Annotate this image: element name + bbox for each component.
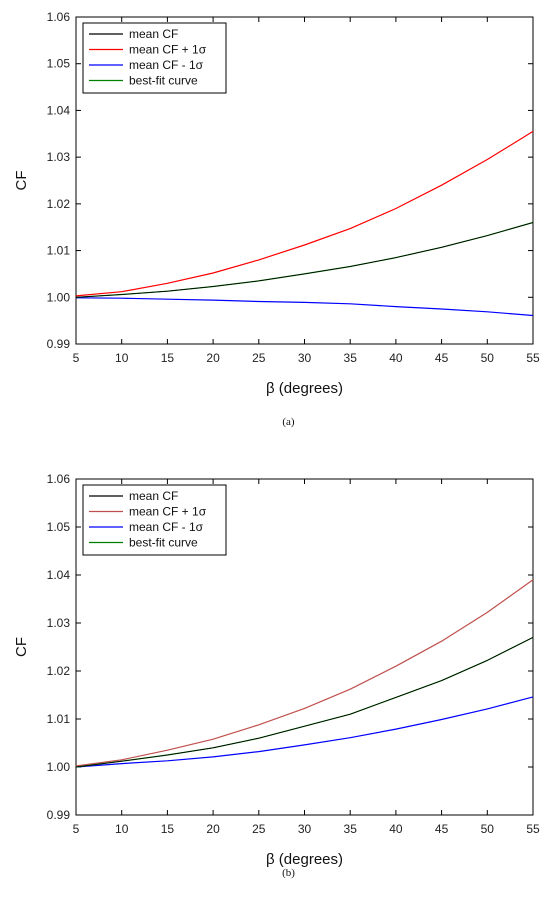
x-tick-label-b: 35 — [344, 822, 358, 836]
x-tick-label-a: 50 — [481, 351, 495, 365]
series-line-b-best-fit-curve — [75, 636, 534, 768]
series-line-b-mean-cf-1- — [75, 696, 534, 768]
series-line-b-mean-cf-1- — [75, 579, 534, 767]
x-tick-label-a: 25 — [252, 351, 266, 365]
y-tick-label-a: 1.04 — [47, 103, 71, 117]
series-line-a-mean-cf-1- — [75, 297, 534, 317]
y-tick-label-b: 0.99 — [47, 808, 71, 822]
x-tick-label-a: 10 — [115, 351, 129, 365]
legend-label-a: best-fit curve — [129, 74, 198, 88]
x-tick-label-b: 50 — [481, 822, 495, 836]
x-tick-label-b: 5 — [73, 822, 80, 836]
x-tick-label-b: 45 — [435, 822, 449, 836]
x-tick-label-b: 10 — [115, 822, 129, 836]
y-tick-label-b: 1.03 — [47, 616, 71, 630]
x-tick-label-b: 30 — [298, 822, 312, 836]
chart-panel-b: 5 10 15 20 25 30 35 40 45 50 55 0.99 1.00 1.01 1.02 1.0… — [0, 462, 550, 897]
y-tick-label-a: 1.03 — [47, 150, 71, 164]
legend-box-a — [82, 22, 227, 94]
chart-a-svg: 5 10 15 20 25 30 35 40 45 50 55 0.99 1.00 1.01 1.02 1.0… — [13, 10, 540, 428]
x-tick-label-a: 45 — [435, 351, 449, 365]
y-tick-label-b: 1.00 — [47, 760, 71, 774]
y-tick-label-b: 1.06 — [47, 472, 71, 486]
figure-caption-b: (b) — [282, 867, 295, 879]
x-tick-label-b: 40 — [389, 822, 403, 836]
y-tick-label-a: 1.02 — [47, 197, 71, 211]
x-tick-label-a: 40 — [389, 351, 403, 365]
y-tick-label-a: 1.01 — [47, 244, 71, 258]
legend-label-b: mean CF - 1σ — [129, 520, 204, 534]
y-tick-label-b: 1.01 — [47, 712, 71, 726]
series-line-a-best-fit-curve — [75, 221, 534, 298]
y-tick-label-b: 1.05 — [47, 520, 71, 534]
y-axis-title-a: CF — [13, 171, 30, 191]
legend-label-a: mean CF - 1σ — [129, 58, 204, 72]
chart-panel-a: 5 10 15 20 25 30 35 40 45 50 55 0.99 1.00 1.01 1.02 1.0… — [0, 0, 550, 440]
y-tick-label-a: 1.00 — [47, 290, 71, 304]
y-tick-label-b: 1.04 — [47, 568, 71, 582]
chart-b-svg: 5 10 15 20 25 30 35 40 45 50 55 0.99 1.00 1.01 1.02 1.0… — [13, 472, 540, 879]
x-tick-label-b: 25 — [252, 822, 266, 836]
legend-box-b — [82, 484, 227, 556]
x-tick-label-a: 15 — [161, 351, 175, 365]
legend-label-a: mean CF + 1σ — [129, 43, 207, 57]
y-axis-title-b: CF — [13, 637, 30, 657]
legend-label-b: best-fit curve — [129, 536, 198, 550]
y-tick-label-a: 0.99 — [47, 337, 71, 351]
x-tick-label-a: 20 — [206, 351, 220, 365]
legend-label-b: mean CF — [129, 489, 178, 503]
x-tick-label-a: 5 — [73, 351, 80, 365]
x-tick-label-b: 20 — [206, 822, 220, 836]
x-axis-title-a: β (degrees) — [266, 380, 343, 397]
x-tick-label-a: 55 — [526, 351, 540, 365]
y-tick-label-b: 1.02 — [47, 664, 71, 678]
x-tick-label-a: 30 — [298, 351, 312, 365]
x-tick-label-a: 35 — [344, 351, 358, 365]
series-line-b-mean-cf — [75, 637, 534, 768]
series-line-a-mean-cf — [75, 222, 534, 298]
y-tick-label-a: 1.06 — [47, 10, 71, 24]
y-tick-label-a: 1.05 — [47, 57, 71, 71]
figure-caption-a: (a) — [282, 416, 295, 428]
legend-label-a: mean CF — [129, 27, 178, 41]
x-tick-label-b: 15 — [161, 822, 175, 836]
x-tick-label-b: 55 — [526, 822, 540, 836]
legend-label-b: mean CF + 1σ — [129, 505, 207, 519]
series-line-a-mean-cf-1- — [75, 130, 534, 297]
x-axis-title-b: β (degrees) — [266, 851, 343, 868]
